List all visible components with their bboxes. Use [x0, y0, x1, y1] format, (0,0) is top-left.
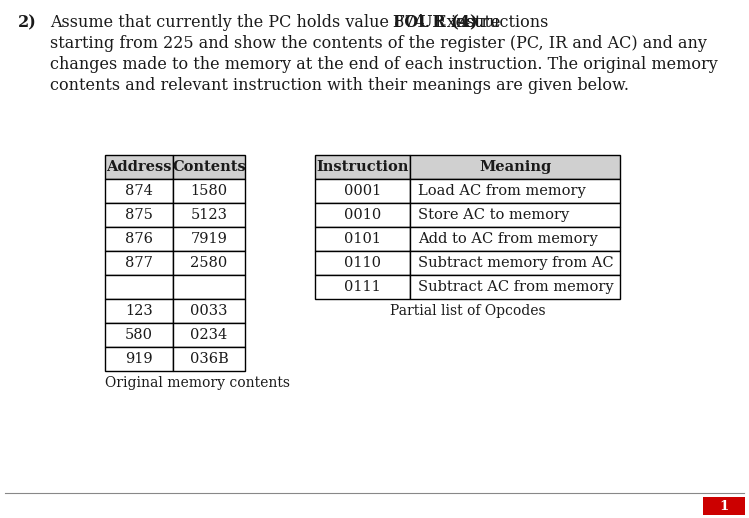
- Text: 0111: 0111: [344, 280, 381, 294]
- Text: instructions: instructions: [446, 14, 548, 31]
- Text: 123: 123: [125, 304, 153, 318]
- Bar: [173, 275, 245, 299]
- Text: Load AC from memory: Load AC from memory: [418, 184, 586, 198]
- Text: contents and relevant instruction with their meanings are given below.: contents and relevant instruction with t…: [50, 77, 629, 94]
- Text: 2580: 2580: [190, 256, 228, 270]
- Bar: [173, 299, 245, 323]
- Bar: [105, 179, 173, 203]
- Bar: [105, 323, 173, 347]
- Bar: [703, 497, 745, 515]
- Bar: [173, 227, 245, 251]
- Text: Partial list of Opcodes: Partial list of Opcodes: [389, 304, 545, 318]
- Bar: [315, 275, 410, 299]
- Text: 0010: 0010: [344, 208, 381, 222]
- Text: 874: 874: [125, 184, 153, 198]
- Bar: [410, 227, 620, 251]
- Bar: [173, 203, 245, 227]
- Text: 580: 580: [125, 328, 153, 342]
- Text: Meaning: Meaning: [479, 160, 551, 174]
- Bar: [173, 323, 245, 347]
- Bar: [410, 179, 620, 203]
- Text: Subtract AC from memory: Subtract AC from memory: [418, 280, 613, 294]
- Bar: [105, 251, 173, 275]
- Bar: [315, 203, 410, 227]
- Text: 919: 919: [125, 352, 153, 366]
- Text: 0101: 0101: [344, 232, 381, 246]
- Text: 875: 875: [125, 208, 153, 222]
- Bar: [315, 179, 410, 203]
- Bar: [410, 203, 620, 227]
- Text: Add to AC from memory: Add to AC from memory: [418, 232, 598, 246]
- Text: Contents: Contents: [172, 160, 246, 174]
- Text: 036B: 036B: [189, 352, 228, 366]
- Text: changes made to the memory at the end of each instruction. The original memory: changes made to the memory at the end of…: [50, 56, 718, 73]
- Text: 7919: 7919: [190, 232, 228, 246]
- Bar: [173, 347, 245, 371]
- Bar: [410, 251, 620, 275]
- Bar: [315, 227, 410, 251]
- Bar: [173, 179, 245, 203]
- Text: 1580: 1580: [190, 184, 228, 198]
- Text: 2): 2): [18, 14, 37, 31]
- Bar: [105, 155, 173, 179]
- Bar: [105, 227, 173, 251]
- Text: 0001: 0001: [344, 184, 381, 198]
- Text: starting from 225 and show the contents of the register (PC, IR and AC) and any: starting from 225 and show the contents …: [50, 35, 707, 52]
- Bar: [105, 275, 173, 299]
- Text: FOUR (4): FOUR (4): [393, 14, 477, 31]
- Bar: [105, 203, 173, 227]
- Text: 0110: 0110: [344, 256, 381, 270]
- Text: 0234: 0234: [190, 328, 228, 342]
- Text: Original memory contents: Original memory contents: [105, 376, 290, 390]
- Bar: [105, 347, 173, 371]
- Text: 877: 877: [125, 256, 153, 270]
- Text: Subtract memory from AC: Subtract memory from AC: [418, 256, 613, 270]
- Text: 5123: 5123: [190, 208, 228, 222]
- Text: Instruction: Instruction: [316, 160, 409, 174]
- Text: Address: Address: [106, 160, 172, 174]
- Bar: [173, 155, 245, 179]
- Text: 0033: 0033: [190, 304, 228, 318]
- Text: 1: 1: [719, 499, 729, 512]
- Bar: [410, 155, 620, 179]
- Bar: [315, 155, 410, 179]
- Bar: [410, 275, 620, 299]
- Bar: [315, 251, 410, 275]
- Text: Assume that currently the PC holds value 874. Execute: Assume that currently the PC holds value…: [50, 14, 506, 31]
- Text: Store AC to memory: Store AC to memory: [418, 208, 569, 222]
- Text: 876: 876: [125, 232, 153, 246]
- Bar: [105, 299, 173, 323]
- Bar: [173, 251, 245, 275]
